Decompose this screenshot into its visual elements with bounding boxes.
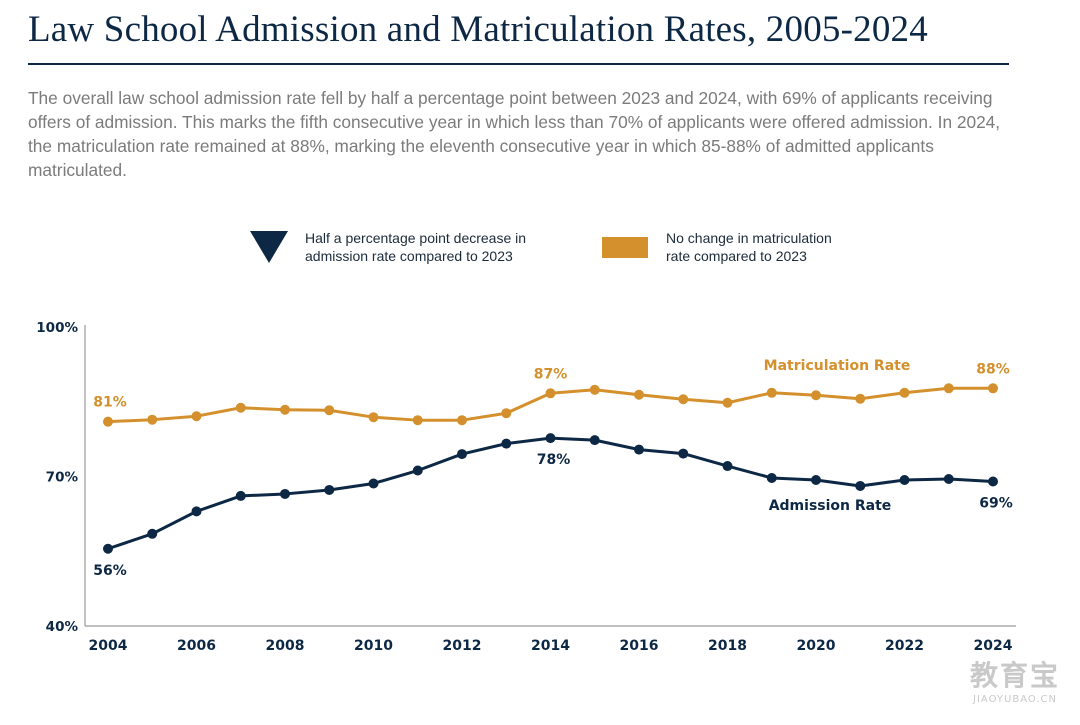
matriculation-rate-point [589,384,600,395]
y-tick-label: 100% [36,320,78,336]
matriculation-value-label: 81% [93,395,127,411]
matriculation-rate-point [811,390,821,401]
matriculation-rate-point [324,405,335,416]
admission-rate-point [324,484,335,495]
x-tick-label: 2014 [531,638,570,654]
matriculation-series-label: Matriculation Rate [764,358,911,374]
legend-item-matriculation-nochange: No change in matriculation rate compared… [602,229,906,265]
legend-text-matriculation: No change in matriculation rate compared… [666,229,906,265]
x-tick-label: 2012 [443,638,482,654]
matriculation-rate-point [457,415,467,426]
legend-item-admission-decrease: Half a percentage point decrease in admi… [250,229,545,265]
admission-rate-point [899,474,910,485]
line-chart: 40% 70% 100% 2004 2006 2008 2010 2012 2014 2016 20… [36,320,1016,654]
matriculation-rate-point [235,402,246,413]
admission-rate-point [811,474,821,485]
admission-rate-point [589,435,600,446]
x-tick-label: 2022 [885,638,924,654]
watermark: 教育宝 JIAOYUBAO.CN [970,654,1060,705]
title-divider [28,63,1009,65]
matriculation-value-label: 88% [976,361,1010,377]
admission-rate-point [545,433,556,444]
matriculation-rate-point [412,415,423,426]
admission-value-label: 78% [537,452,571,468]
legend-line: rate compared to 2023 [666,248,807,264]
admission-value-label: 56% [93,563,127,579]
admission-rate-point [855,480,866,491]
matriculation-rate-point [899,387,910,398]
admission-rate-point [766,472,777,483]
matriculation-rate-point [368,412,379,423]
admission-rate-point [943,473,954,484]
admission-rate-point [103,543,113,554]
down-triangle-icon [250,231,288,263]
matriculation-rate-point [501,408,512,419]
admission-rate-point [678,448,689,459]
x-tick-label: 2008 [266,638,305,654]
matriculation-rate-point [634,389,644,400]
x-tick-label: 2018 [708,638,747,654]
matriculation-rate-point [988,383,998,394]
admission-value-label: 69% [979,495,1013,511]
watermark-main: 教育宝 [969,659,1060,692]
admission-rate-point [457,449,467,460]
rectangle-icon [602,236,648,258]
watermark-sub: JIAOYUBAO.CN [973,694,1057,705]
admission-rate-point [147,528,158,539]
matriculation-rate-point [103,416,113,427]
x-tick-label: 2024 [974,638,1013,654]
matriculation-rate-point [722,397,733,408]
matriculation-rate-point [678,394,689,405]
admission-series-label: Admission Rate [769,498,892,514]
matriculation-rate-point [766,387,777,398]
x-tick-label: 2016 [620,638,659,654]
admission-rate-point [501,438,512,449]
x-tick-label: 2004 [89,638,128,654]
admission-rate-point [368,478,379,489]
matriculation-value-label: 87% [534,366,568,382]
legend-text-admission: Half a percentage point decrease in admi… [305,229,545,265]
admission-rate-point [634,444,644,455]
admission-rate-point [988,476,998,487]
page-title: Law School Admission and Matriculation R… [28,9,928,50]
x-tick-label: 2006 [177,638,216,654]
chart-description: The overall law school admission rate fe… [28,88,1001,180]
x-tick-label: 2020 [797,638,836,654]
legend-line: admission rate compared to 2023 [305,248,513,264]
admission-rate-point [235,490,246,501]
admission-rate-point [412,465,423,476]
legend-line: No change in matriculation [666,230,832,246]
matriculation-rate-point [545,388,556,399]
admission-rate-point [280,488,290,499]
matriculation-rate-point [943,383,954,394]
admission-rate-point [191,506,202,517]
x-tick-label: 2010 [354,638,393,654]
y-tick-label: 40% [46,619,79,635]
matriculation-rate-point [280,404,290,415]
matriculation-rate-point [191,411,202,422]
y-tick-label: 70% [46,470,79,486]
matriculation-rate-point [147,414,158,425]
admission-rate-point [722,461,733,472]
legend-line: Half a percentage point decrease in [305,230,527,246]
matriculation-rate-point [855,393,866,404]
